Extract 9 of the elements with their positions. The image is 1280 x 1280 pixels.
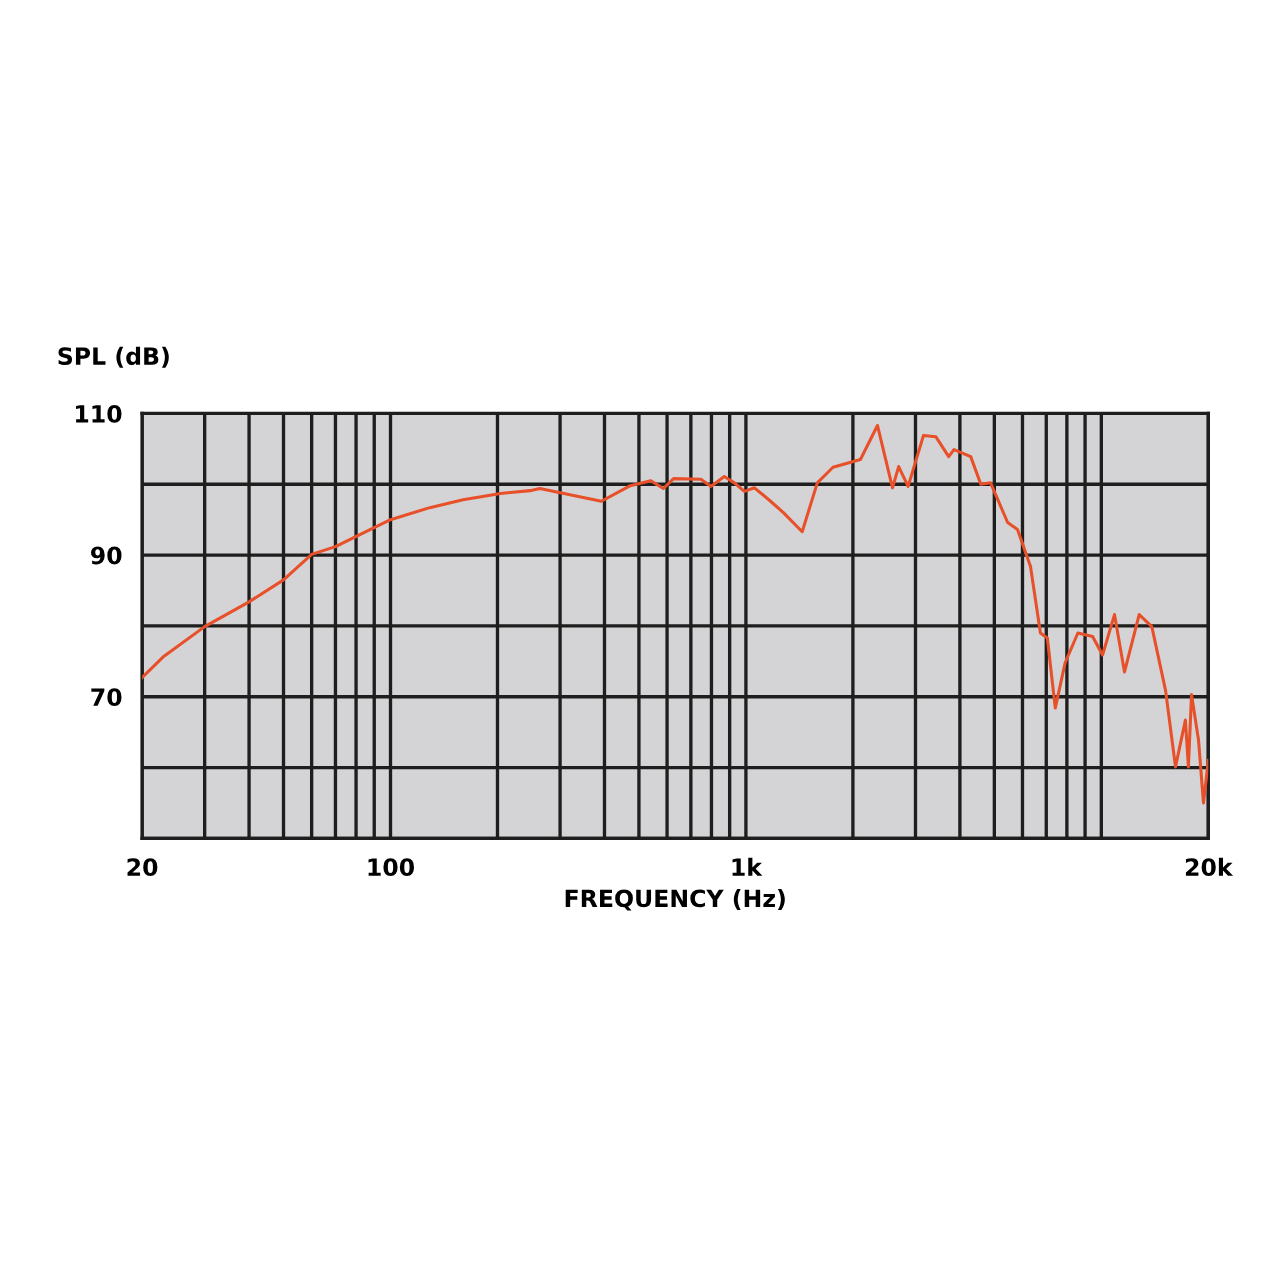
y-tick-label: 70 [91, 688, 122, 707]
x-axis-title: FREQUENCY (Hz) [565, 889, 785, 911]
y-axis-title: SPL (dB) [58, 346, 169, 368]
y-tick-label: 110 [76, 404, 122, 423]
y-tick-label: 90 [91, 546, 122, 565]
x-tick-label: 20k [1185, 857, 1234, 877]
x-tick-label: 100 [368, 858, 415, 877]
x-tick-label: 20 [127, 858, 158, 877]
x-tick-label: 1k [732, 857, 763, 876]
